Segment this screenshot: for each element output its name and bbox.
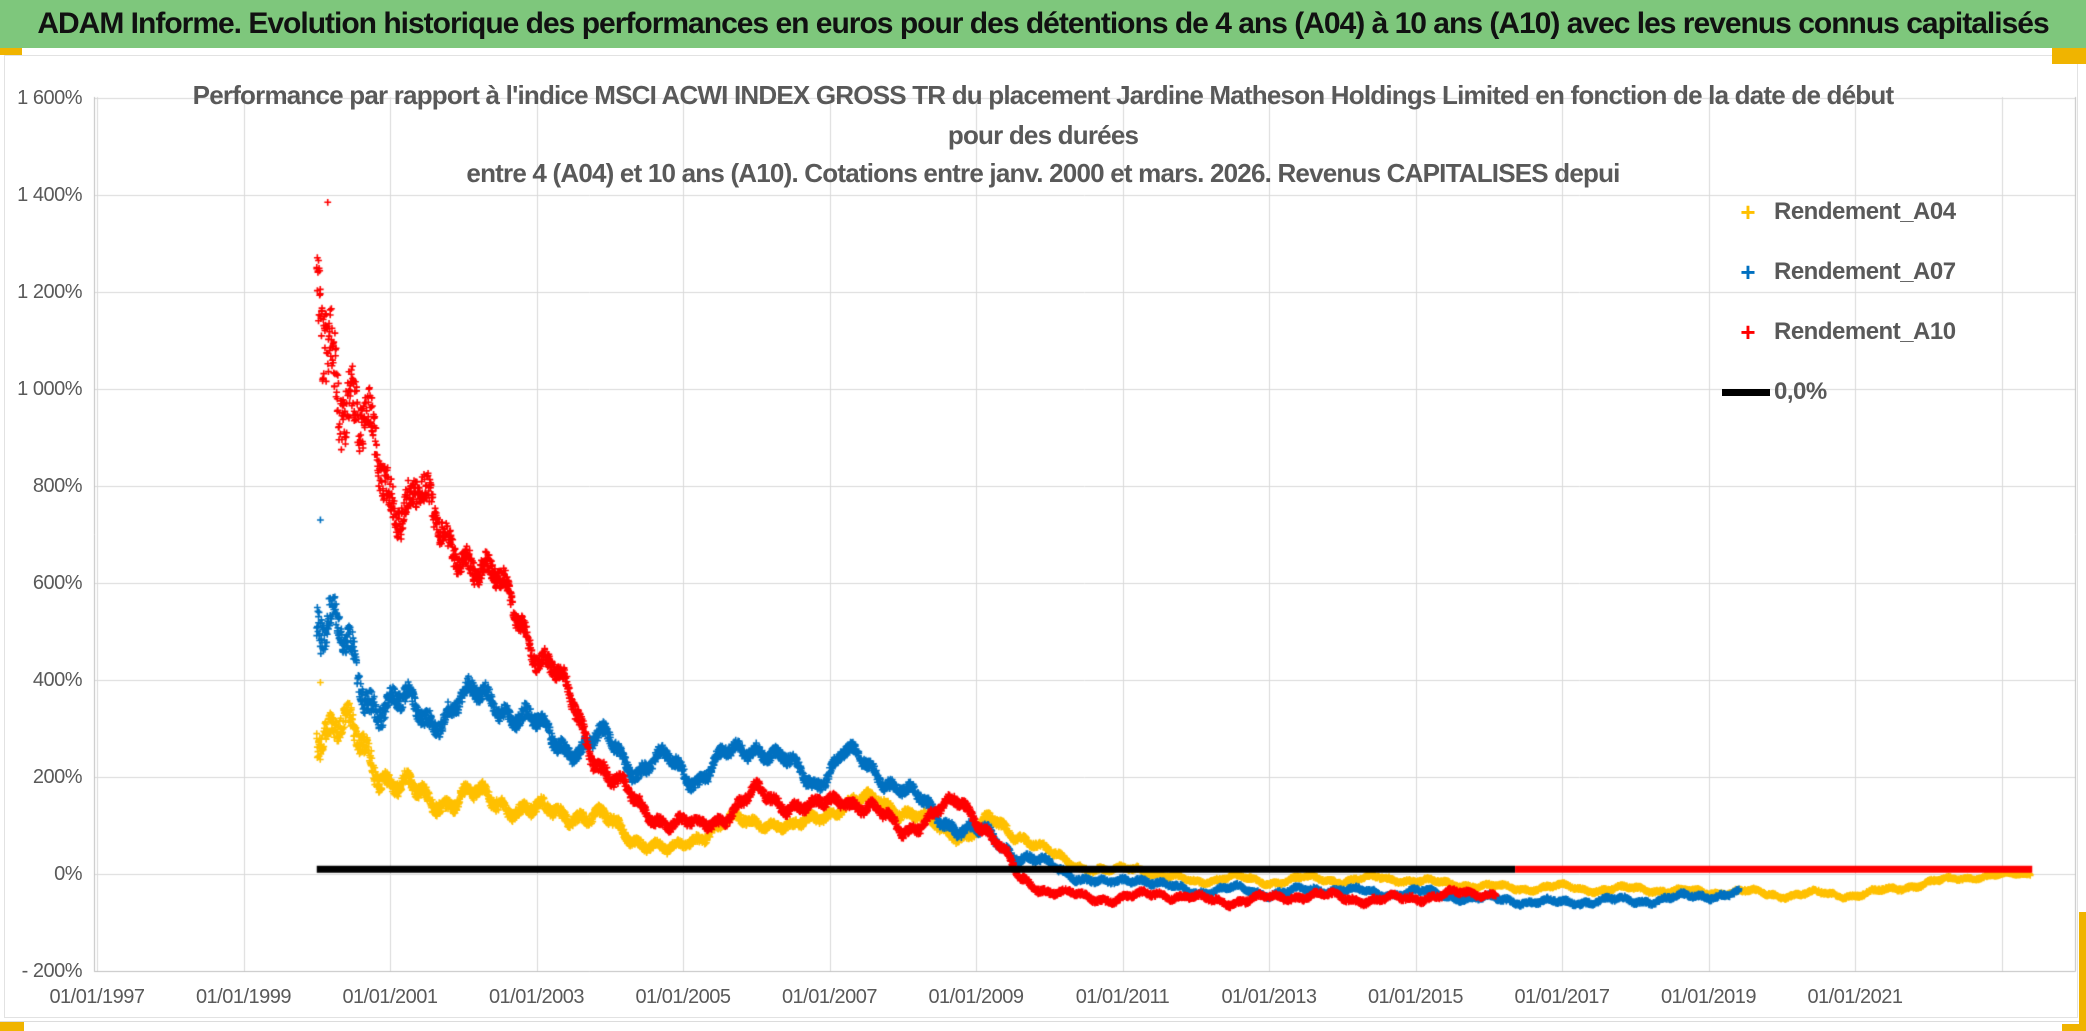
x-axis-tick: 01/01/2013 [1221, 986, 1317, 1008]
legend-item-rendement-a07[interactable]: + Rendement_A07 [1722, 242, 1956, 302]
chart-title-line2: pour des durées [947, 120, 1139, 150]
legend-item-rendement-a10[interactable]: + Rendement_A10 [1722, 302, 1956, 362]
gold-accent-bottom-left [0, 1022, 24, 1031]
y-axis-tick: 200% [32, 766, 83, 788]
gold-accent-top-left [0, 48, 22, 55]
bottom-divider [0, 1021, 2086, 1022]
x-axis-tick: 01/01/1997 [49, 986, 145, 1008]
y-axis-tick: 600% [32, 572, 83, 594]
chart-title-line1: Performance par rapport à l'indice MSCI … [192, 80, 1894, 110]
chart-legend: + Rendement_A04 + Rendement_A07 + Rendement_A… [1722, 182, 1956, 422]
legend-plus-marker-icon: + [1740, 317, 1756, 347]
legend-label: 0,0% [1774, 378, 1827, 405]
legend-line-marker-icon [1722, 388, 1770, 396]
x-axis-tick: 01/01/2009 [928, 986, 1024, 1008]
y-axis-tick: - 200% [21, 960, 83, 982]
y-axis-tick: 800% [32, 475, 83, 497]
y-axis-tick: 1 600% [17, 87, 82, 109]
legend-item-0-0-[interactable]: 0,0% [1722, 362, 1956, 422]
gold-accent-bottom-right [2062, 1024, 2086, 1031]
legend-label: Rendement_A10 [1774, 318, 1956, 345]
gold-accent-top-right [2052, 48, 2086, 64]
legend-label: Rendement_A04 [1774, 198, 1956, 225]
y-axis-tick: 1 200% [17, 281, 82, 303]
legend-plus-marker-icon: + [1740, 257, 1756, 287]
x-axis-tick: 01/01/2015 [1367, 986, 1464, 1008]
legend-plus-marker-icon: + [1740, 197, 1756, 227]
x-axis-tick: 01/01/2003 [488, 986, 585, 1008]
x-axis-tick: 01/01/1999 [195, 986, 292, 1008]
y-axis-tick: 0% [54, 863, 82, 885]
legend-label: Rendement_A07 [1774, 258, 1956, 285]
gold-accent-right-edge [2079, 912, 2086, 1031]
x-axis-tick: 01/01/2021 [1807, 986, 1903, 1008]
legend-item-rendement-a04[interactable]: + Rendement_A04 [1722, 182, 1956, 242]
x-axis-tick: 01/01/2019 [1660, 986, 1757, 1008]
x-axis-tick: 01/01/2017 [1514, 986, 1610, 1008]
x-axis-tick: 01/01/2005 [635, 986, 731, 1008]
x-axis-tick: 01/01/2007 [781, 986, 878, 1008]
x-axis-tick: 01/01/2011 [1075, 986, 1170, 1008]
y-axis-tick: 1 400% [17, 184, 82, 206]
y-axis-tick: 400% [32, 669, 83, 691]
chart-title-line3: entre 4 (A04) et 10 ans (A10). Cotations… [466, 158, 1620, 188]
x-axis-tick: 01/01/2001 [342, 986, 438, 1008]
y-axis-tick: 1 000% [17, 378, 82, 400]
